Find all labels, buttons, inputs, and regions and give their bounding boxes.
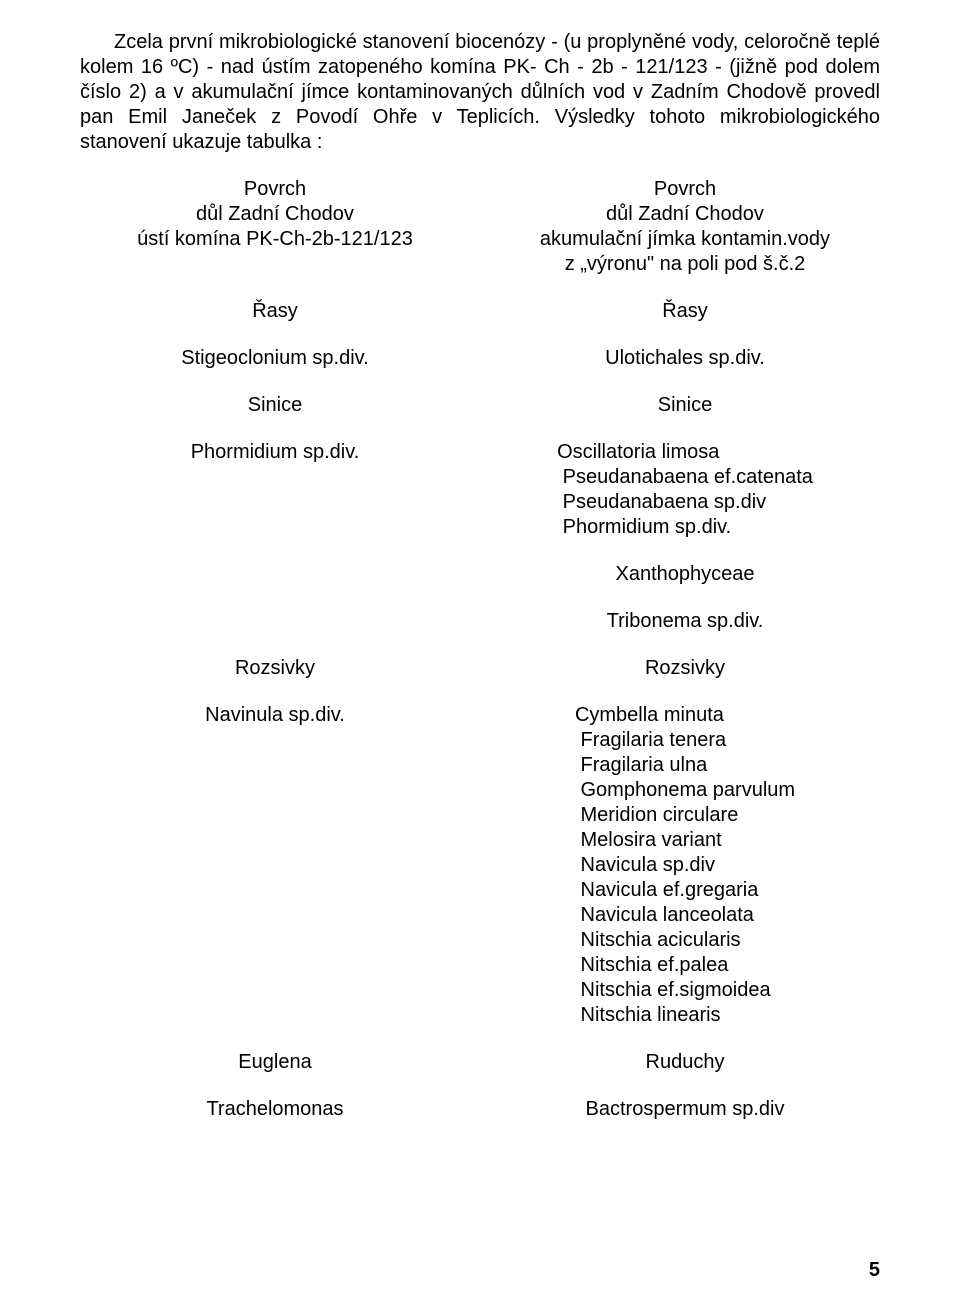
right-roz-a: Cymbella minuta: [575, 703, 795, 728]
right-roz-j: Nitschia acicularis: [575, 928, 795, 953]
right-sinice-b: Pseudanabaena ef.catenata: [557, 465, 813, 490]
right-roz-i: Navicula lanceolata: [575, 903, 795, 928]
left-trach-h: Trachelomonas: [80, 1097, 480, 1122]
rozsivky-heading-row: Rozsivky Rozsivky: [80, 656, 880, 681]
intro-paragraph: Zcela první mikrobiologické stanovení bi…: [80, 30, 880, 155]
right-roz-h: Navicula ef.gregaria: [575, 878, 795, 903]
right-header-l4: z „výronu" na poli pod š.č.2: [490, 252, 880, 277]
left-header-l2: důl Zadní Chodov: [80, 202, 470, 227]
right-sinice-d: Phormidium sp.div.: [557, 515, 813, 540]
right-xanth-item: Tribonema sp.div.: [480, 609, 880, 634]
xanth-items-row: Tribonema sp.div.: [80, 609, 880, 634]
trach-row: Trachelomonas Bactrospermum sp.div: [80, 1097, 880, 1122]
left-rozsivky-h: Rozsivky: [80, 656, 480, 681]
rasy-items-row: Stigeoclonium sp.div. Ulotichales sp.div…: [80, 346, 880, 371]
paragraph-text: Zcela první mikrobiologické stanovení bi…: [80, 31, 880, 153]
right-sinice-a: Oscillatoria limosa: [557, 440, 813, 465]
left-sinice-h: Sinice: [80, 393, 480, 418]
xanth-left-empty: [80, 562, 480, 587]
sinice-items-row: Phormidium sp.div. Oscillatoria limosa P…: [80, 440, 880, 540]
left-sinice-item: Phormidium sp.div.: [80, 440, 480, 540]
right-roz-g: Navicula sp.div: [575, 853, 795, 878]
right-header-l1: Povrch: [490, 177, 880, 202]
right-sinice-items: Oscillatoria limosa Pseudanabaena ef.cat…: [480, 440, 880, 540]
right-sinice-c: Pseudanabaena sp.div: [557, 490, 813, 515]
sinice-heading-row: Sinice Sinice: [80, 393, 880, 418]
right-header-l2: důl Zadní Chodov: [490, 202, 880, 227]
header-row: Povrch důl Zadní Chodov ústí komína PK-C…: [80, 177, 880, 277]
right-roz-k: Nitschia ef.palea: [575, 953, 795, 978]
left-header-l1: Povrch: [80, 177, 470, 202]
right-rozsivky-h: Rozsivky: [480, 656, 880, 681]
rozsivky-items-row: Navinula sp.div. Cymbella minuta Fragila…: [80, 703, 880, 1028]
xanth-left-item-empty: [80, 609, 480, 634]
rasy-heading-row: Řasy Řasy: [80, 299, 880, 324]
left-rasy-item: Stigeoclonium sp.div.: [80, 346, 480, 371]
left-header: Povrch důl Zadní Chodov ústí komína PK-C…: [80, 177, 480, 277]
right-roz-c: Fragilaria ulna: [575, 753, 795, 778]
right-roz-b: Fragilaria tenera: [575, 728, 795, 753]
right-roz-d: Gomphonema parvulum: [575, 778, 795, 803]
left-euglena-h: Euglena: [80, 1050, 480, 1075]
right-roz-f: Melosira variant: [575, 828, 795, 853]
left-header-l3: ústí komína PK-Ch-2b-121/123: [80, 227, 470, 252]
right-sinice-h: Sinice: [480, 393, 880, 418]
right-ruduchy-h: Ruduchy: [480, 1050, 880, 1075]
page-number: 5: [869, 1258, 880, 1283]
right-rasy-item: Ulotichales sp.div.: [480, 346, 880, 371]
left-rasy-h: Řasy: [80, 299, 480, 324]
right-roz-e: Meridion circulare: [575, 803, 795, 828]
document-page: Zcela první mikrobiologické stanovení bi…: [0, 0, 960, 1311]
right-header: Povrch důl Zadní Chodov akumulační jímka…: [480, 177, 880, 277]
right-xanth-h: Xanthophyceae: [480, 562, 880, 587]
right-roz-m: Nitschia linearis: [575, 1003, 795, 1028]
euglena-row: Euglena Ruduchy: [80, 1050, 880, 1075]
right-rozsivky-items: Cymbella minuta Fragilaria tenera Fragil…: [480, 703, 880, 1028]
right-bactr-item: Bactrospermum sp.div: [480, 1097, 880, 1122]
right-rasy-h: Řasy: [480, 299, 880, 324]
xanth-heading-row: Xanthophyceae: [80, 562, 880, 587]
right-roz-l: Nitschia ef.sigmoidea: [575, 978, 795, 1003]
right-header-l3: akumulační jímka kontamin.vody: [490, 227, 880, 252]
left-rozsivky-item: Navinula sp.div.: [80, 703, 480, 1028]
